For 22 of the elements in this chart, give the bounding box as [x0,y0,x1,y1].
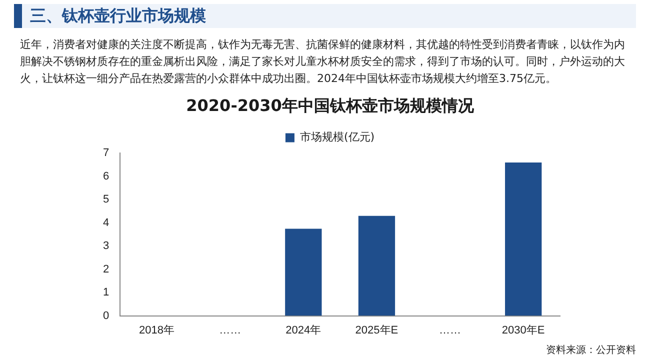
x-tick-label: …… [439,324,462,336]
x-tick-label: 2024年 [286,324,322,336]
chart-title: 2020-2030年中国钛杯壶市场规模情况 [186,96,475,115]
y-tick-label: 2 [102,263,110,276]
text: 资料来源：公开资料 [546,344,636,357]
text: 三、钛杯壶行业市场规模 [30,6,206,26]
bar [358,216,396,316]
x-tick-label: 2030年E [502,324,545,336]
y-tick-label: 1 [102,286,110,299]
y-tick-label: 0 [102,310,110,322]
x-tick-label: 2018年 [139,324,175,336]
x-tick-label: …… [219,324,242,336]
legend-label: 市场规模(亿元) [300,130,375,144]
y-tick-label: 3 [102,240,110,252]
y-tick-label: 5 [102,194,110,206]
bar [505,162,542,316]
x-tick-label: 2025年E [355,324,398,336]
y-tick-label: 4 [102,216,110,229]
text: 近年，消费者对健康的关注度不断提高，钛作为无毒无害、抗菌保鲜的健康材料，其优越的特性受到消费者青睐，以钛作为内胆解决不锈钢材质存在的重金属析出风险，满足了家长对儿童水杯材质安全的需求，得到了市场的认可。同时，户外运动的大火，让钛杯这一细分产品在热爱露营的小众群体中成功出圈。2024年中国钛杯壶市场规模大约增至3.75亿元。 [20,37,626,87]
y-tick-label: 6 [102,170,110,182]
y-tick-label: 7 [102,147,110,160]
bar [285,228,322,316]
